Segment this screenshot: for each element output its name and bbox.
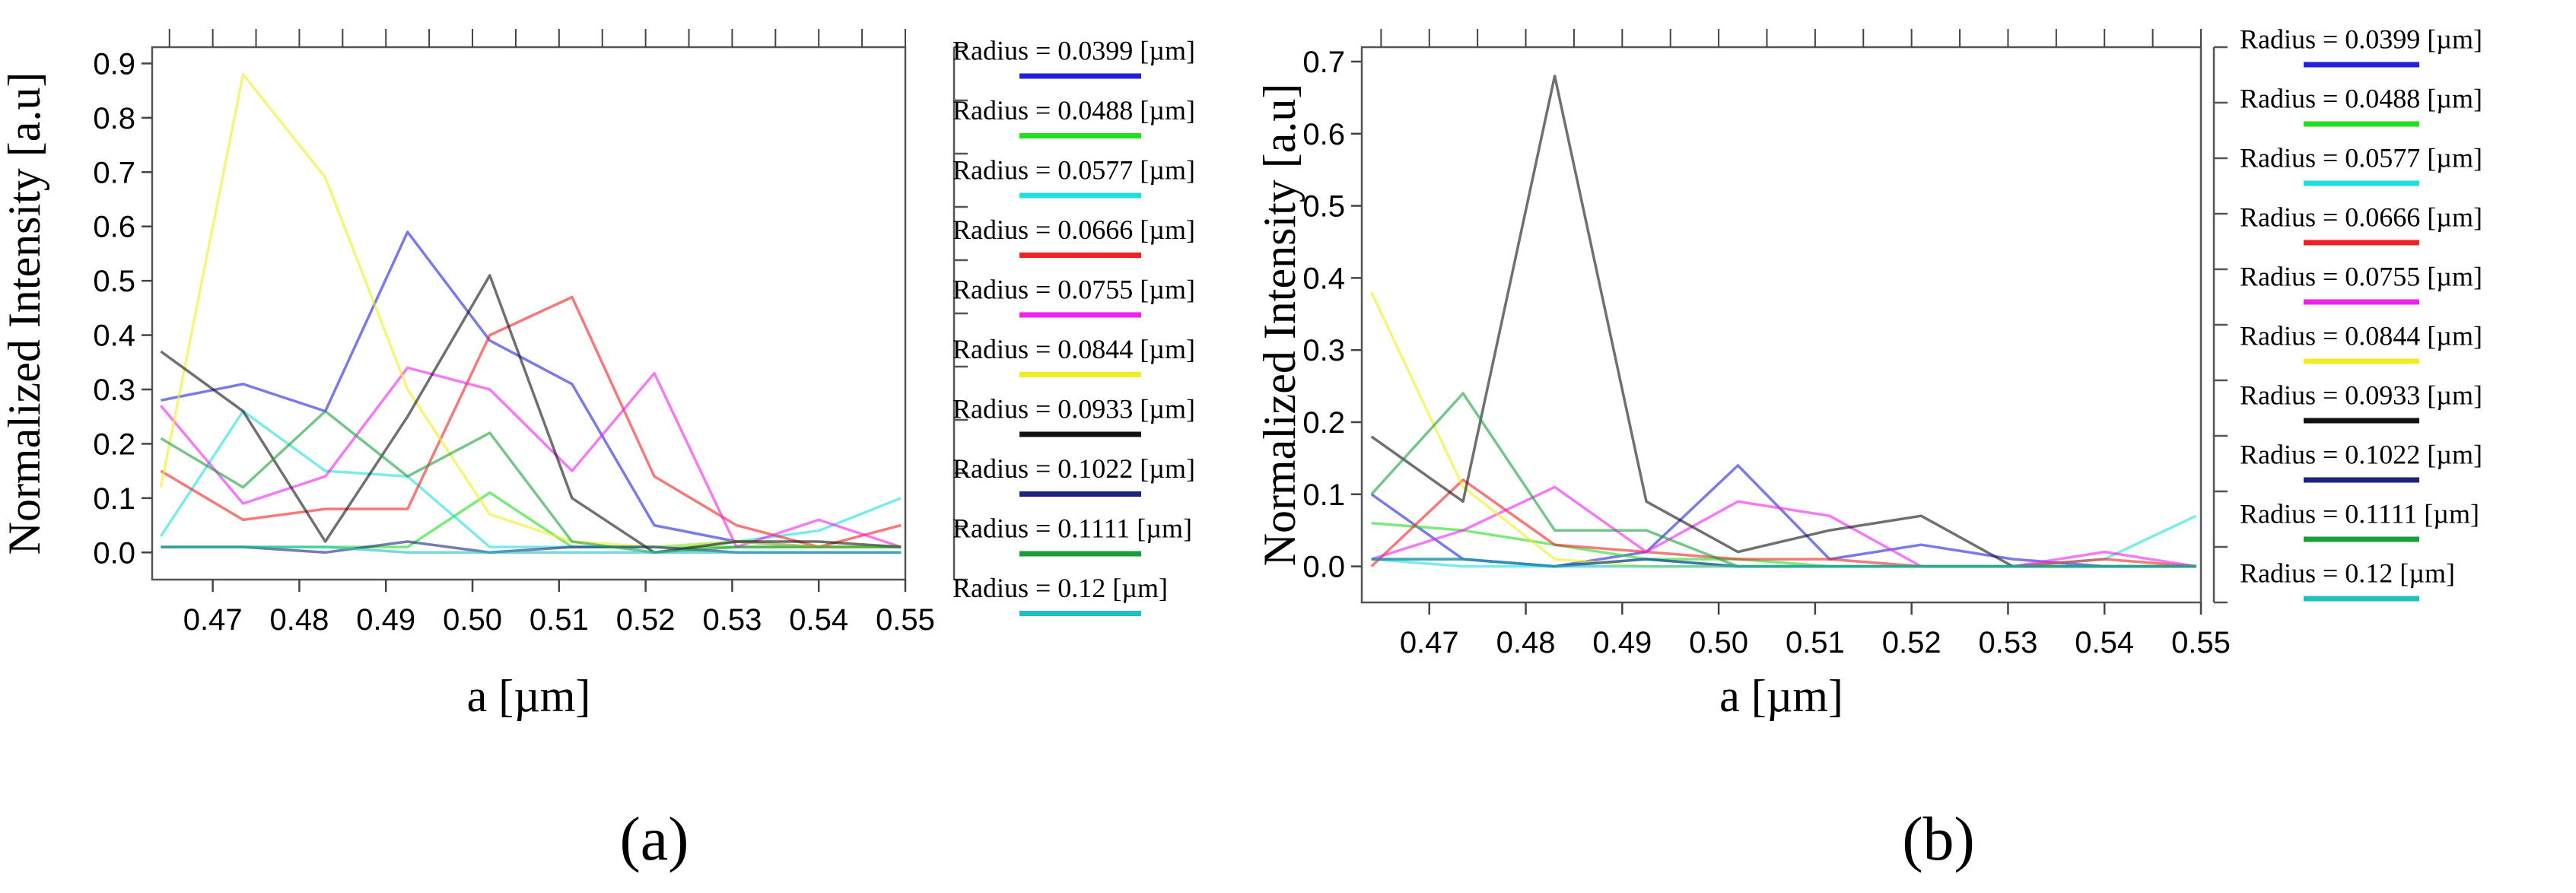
chart-panel-a: 0.0 0.1 0.2 0.3 0.4 0.5 0.6 0.7 0.8 0.9 0.47 0.48 0.… bbox=[0, 29, 1195, 873]
x-tick-label: 0.53 bbox=[1979, 626, 2038, 659]
legend-label: Radius = 0.1022 [µm] bbox=[2240, 439, 2482, 469]
x-axis-title: a [µm] bbox=[1719, 671, 1843, 721]
y-tick-label: 0.7 bbox=[1302, 46, 1345, 79]
legend-label: Radius = 0.0399 [µm] bbox=[2240, 24, 2482, 54]
x-tick-label: 0.53 bbox=[702, 603, 762, 637]
series-line bbox=[1371, 485, 2196, 568]
y-tick-label: 0.3 bbox=[93, 373, 135, 407]
panel-label: (a) bbox=[619, 804, 689, 873]
legend-label: Radius = 0.12 [µm] bbox=[2240, 558, 2455, 588]
y-tick-label: 0.0 bbox=[93, 536, 135, 570]
series-line bbox=[1370, 75, 2196, 568]
y-tick-label: 0.5 bbox=[1302, 190, 1345, 224]
legend-label: Radius = 0.0577 [µm] bbox=[952, 154, 1195, 185]
legend-label: Radius = 0.0488 [µm] bbox=[2240, 83, 2482, 113]
series-line bbox=[161, 545, 902, 555]
x-tick-label: 0.50 bbox=[1689, 626, 1748, 659]
x-tick-label: 0.47 bbox=[1400, 626, 1459, 659]
series-line bbox=[160, 295, 902, 548]
legend-label: Radius = 0.1022 [µm] bbox=[952, 453, 1195, 484]
legend-label: Radius = 0.1111 [µm] bbox=[952, 513, 1192, 543]
y-tick-label: 0.0 bbox=[1302, 551, 1345, 584]
y-axis-title: Normalized Intensity [a.u] bbox=[1255, 84, 1305, 567]
legend-label: Radius = 0.0844 [µm] bbox=[2240, 320, 2482, 351]
x-tick-label: 0.52 bbox=[1882, 626, 1942, 659]
series-line bbox=[160, 366, 902, 548]
series-line bbox=[159, 72, 902, 548]
legend-label: Radius = 0.0933 [µm] bbox=[952, 393, 1195, 424]
x-tick-label: 0.47 bbox=[183, 603, 243, 637]
y-tick-label: 0.1 bbox=[1302, 478, 1345, 512]
legend-label: Radius = 0.0488 [µm] bbox=[952, 95, 1195, 126]
legend-label: Radius = 0.0755 [µm] bbox=[2240, 261, 2482, 291]
x-tick-label: 0.51 bbox=[1786, 626, 1845, 659]
legend-label: Radius = 0.0755 [µm] bbox=[952, 274, 1195, 304]
series-line bbox=[1371, 558, 2196, 568]
x-tick-label: 0.50 bbox=[443, 603, 502, 637]
y-tick-label: 0.6 bbox=[1302, 118, 1345, 151]
series-line bbox=[160, 409, 902, 555]
x-tick-label: 0.51 bbox=[530, 603, 589, 637]
y-tick-label: 0.7 bbox=[93, 156, 135, 189]
x-tick-label: 0.49 bbox=[356, 603, 415, 637]
legend-label: Radius = 0.0933 [µm] bbox=[2240, 380, 2482, 410]
x-tick-label: 0.54 bbox=[2075, 626, 2134, 659]
legend-label: Radius = 0.0666 [µm] bbox=[2240, 202, 2482, 232]
y-tick-label: 0.4 bbox=[1302, 262, 1345, 295]
x-tick-label: 0.49 bbox=[1592, 626, 1652, 659]
plot-frame bbox=[151, 46, 907, 581]
legend-label: Radius = 0.0844 [µm] bbox=[952, 334, 1195, 364]
series-line bbox=[1370, 478, 2196, 568]
legend-label: Radius = 0.0399 [µm] bbox=[952, 35, 1195, 65]
y-tick-label: 0.5 bbox=[93, 265, 135, 298]
y-tick-label: 0.9 bbox=[93, 47, 135, 81]
x-tick-label: 0.52 bbox=[616, 603, 676, 637]
panel-label: (b) bbox=[1902, 804, 1975, 873]
legend-label: Radius = 0.0577 [µm] bbox=[2240, 142, 2482, 173]
series-line bbox=[1370, 291, 2196, 568]
chart-panel-b: 0.0 0.1 0.2 0.3 0.4 0.5 0.6 0.7 0.47 0.48 0.49 0.50… bbox=[1255, 24, 2482, 873]
legend-label: Radius = 0.0666 [µm] bbox=[952, 215, 1195, 245]
x-tick-label: 0.55 bbox=[876, 603, 935, 637]
y-tick-label: 0.8 bbox=[93, 102, 135, 135]
y-tick-label: 0.2 bbox=[93, 427, 135, 461]
y-tick-label: 0.4 bbox=[93, 319, 135, 353]
y-tick-label: 0.3 bbox=[1302, 334, 1345, 367]
plot-frame bbox=[1360, 46, 2202, 604]
y-tick-label: 0.2 bbox=[1302, 406, 1345, 440]
x-axis-title: a [µm] bbox=[467, 671, 591, 721]
legend-label: Radius = 0.12 [µm] bbox=[952, 573, 1168, 603]
series-line bbox=[160, 274, 902, 555]
x-tick-label: 0.48 bbox=[1496, 626, 1556, 659]
y-tick-label: 0.1 bbox=[93, 482, 135, 516]
x-tick-label: 0.54 bbox=[789, 603, 848, 637]
y-tick-label: 0.6 bbox=[93, 211, 135, 244]
y-axis-title: Normalized Intensity [a.u] bbox=[0, 72, 49, 555]
legend-label: Radius = 0.1111 [µm] bbox=[2240, 498, 2479, 529]
x-tick-label: 0.48 bbox=[270, 603, 329, 637]
x-tick-label: 0.55 bbox=[2171, 626, 2231, 659]
